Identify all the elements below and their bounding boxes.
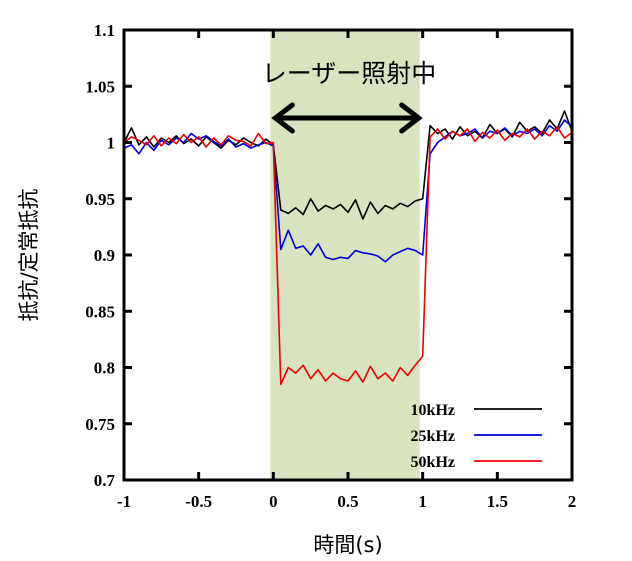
laser-irradiation-label: レーザー照射中 (262, 59, 437, 88)
y-tick-label: 1 (107, 134, 116, 153)
x-tick-label: -1 (117, 492, 131, 511)
y-tick-label: 1.1 (94, 21, 115, 40)
y-tick-label: 0.7 (94, 471, 116, 490)
x-tick-label: 1.5 (487, 492, 508, 511)
legend-label-50kHz: 50kHz (411, 454, 455, 471)
y-tick-label: 0.75 (85, 415, 115, 434)
series-line-50kHz (123, 126, 573, 386)
y-tick-label: 1.05 (85, 77, 115, 96)
laser-region-shade (270, 30, 420, 480)
arrow-head-right-icon (399, 102, 423, 134)
x-tick-label: 0.5 (337, 492, 358, 511)
x-tick-label: 1 (418, 492, 427, 511)
y-tick-label: 0.9 (94, 246, 115, 265)
y-tick-label: 0.85 (85, 302, 115, 321)
legend-label-10kHz: 10kHz (411, 402, 455, 419)
y-tick-label: 0.95 (85, 190, 115, 209)
x-axis-label: 時間(s) (313, 533, 382, 557)
x-tick-label: -0.5 (185, 492, 212, 511)
y-tick-label: 0.8 (94, 359, 115, 378)
arrow-head-left-icon (271, 102, 295, 134)
series-line-25kHz (123, 119, 573, 263)
x-tick-label: 0 (269, 492, 278, 511)
x-tick-label: 2 (568, 492, 577, 511)
legend-label-25kHz: 25kHz (411, 428, 455, 445)
y-axis-label: 抵抗/定常抵抗 (17, 188, 41, 321)
